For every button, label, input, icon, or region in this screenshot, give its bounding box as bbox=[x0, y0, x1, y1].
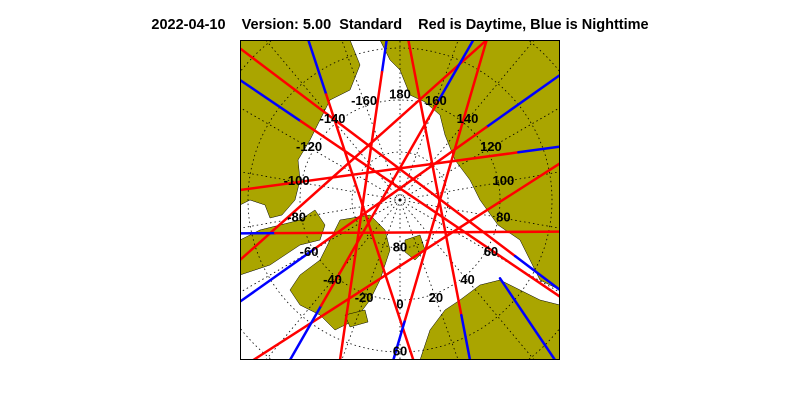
latitude-circle bbox=[351, 151, 449, 249]
meridian-line bbox=[240, 199, 401, 293]
nighttime-track bbox=[498, 277, 557, 360]
land-north-america bbox=[240, 40, 361, 219]
longitude-label: 60 bbox=[484, 244, 498, 259]
daytime-track bbox=[338, 70, 384, 360]
meridian-line bbox=[399, 199, 535, 360]
nighttime-track bbox=[460, 313, 472, 360]
longitude-label: -100 bbox=[284, 173, 310, 188]
meridian-line bbox=[240, 199, 401, 229]
daytime-track bbox=[240, 40, 488, 262]
longitude-label: 160 bbox=[425, 93, 447, 108]
longitude-label: -120 bbox=[296, 139, 322, 154]
satellite-tracks bbox=[240, 40, 560, 360]
longitude-label: -20 bbox=[355, 290, 374, 305]
longitude-label: -140 bbox=[319, 111, 345, 126]
nighttime-track bbox=[517, 145, 560, 154]
daytime-track bbox=[403, 40, 488, 323]
daytime-track bbox=[299, 119, 560, 298]
latitude-circle bbox=[247, 47, 553, 353]
longitude-label: 120 bbox=[480, 139, 502, 154]
longitude-label: 100 bbox=[493, 173, 515, 188]
map-frame bbox=[240, 40, 560, 360]
meridian-line bbox=[399, 171, 560, 201]
nighttime-track bbox=[240, 78, 303, 123]
nighttime-track bbox=[380, 40, 388, 74]
date-label: 2022-04-10 bbox=[151, 17, 226, 33]
longitude-label: -80 bbox=[287, 210, 306, 225]
daytime-track bbox=[252, 162, 560, 360]
daytime-track bbox=[273, 230, 560, 235]
daytime-track bbox=[324, 93, 415, 360]
meridian-line bbox=[399, 199, 459, 360]
legend-text: Red is Daytime, Blue is Nighttime bbox=[418, 17, 649, 33]
longitude-label: -60 bbox=[300, 244, 319, 259]
daytime-track bbox=[319, 99, 440, 307]
nighttime-track bbox=[513, 254, 560, 292]
longitude-label: 80 bbox=[496, 210, 510, 225]
landmasses bbox=[240, 40, 560, 360]
version-label: Version: 5.00 bbox=[241, 17, 332, 33]
longitude-label: 180 bbox=[389, 86, 411, 101]
meridian-line bbox=[341, 199, 401, 360]
longitude-label: -40 bbox=[323, 272, 342, 287]
meridian-line bbox=[399, 199, 560, 293]
mode-label: Standard bbox=[339, 17, 403, 33]
meridian-line bbox=[399, 107, 560, 201]
meridian-line bbox=[240, 107, 401, 201]
nighttime-track bbox=[307, 40, 328, 96]
nighttime-track bbox=[485, 73, 560, 129]
longitude-label: 0 bbox=[396, 296, 403, 311]
longitude-label: -160 bbox=[351, 93, 377, 108]
longitude-label: 40 bbox=[460, 272, 474, 287]
daytime-track bbox=[407, 40, 463, 317]
nighttime-track bbox=[240, 248, 315, 303]
nighttime-track bbox=[288, 304, 323, 360]
meridian-line bbox=[399, 40, 535, 201]
longitude-label: 140 bbox=[457, 111, 479, 126]
latitude-label: 60 bbox=[393, 343, 407, 358]
nighttime-track bbox=[437, 40, 475, 103]
land-asia bbox=[379, 40, 560, 291]
daytime-track bbox=[240, 151, 520, 192]
nighttime-track bbox=[392, 320, 406, 360]
meridian-line bbox=[265, 199, 401, 360]
plot-title: 2022-04-10 Version: 5.00 Standard Red is… bbox=[0, 17, 800, 33]
meridian-line bbox=[240, 171, 401, 201]
latitude-label: 80 bbox=[393, 239, 407, 254]
meridian-line bbox=[341, 40, 401, 201]
meridian-line bbox=[399, 40, 459, 201]
longitude-label: 20 bbox=[429, 290, 443, 305]
land-canada-islands bbox=[240, 209, 326, 276]
